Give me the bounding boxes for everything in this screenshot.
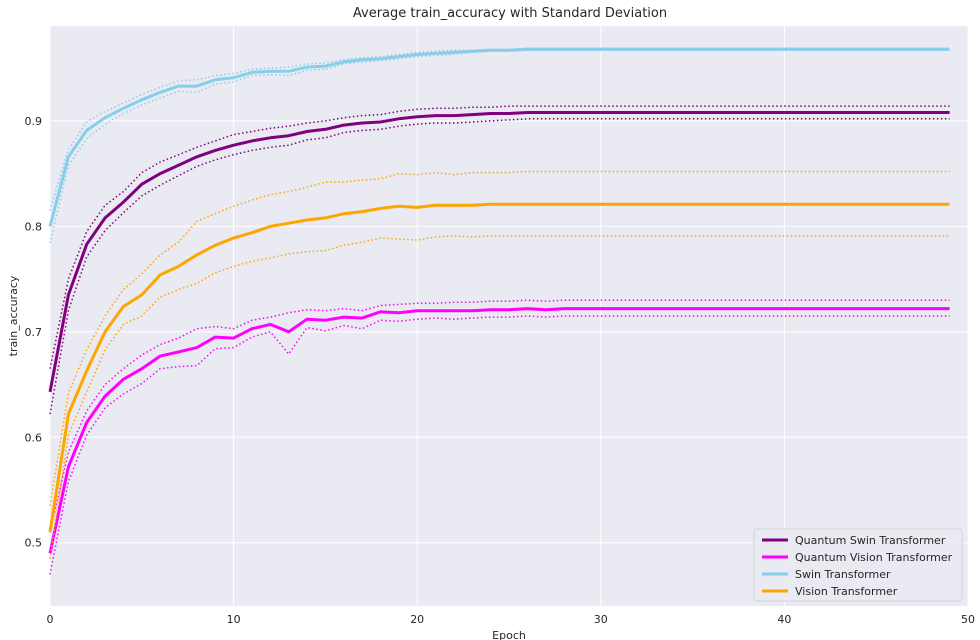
x-axis-label: Epoch xyxy=(492,629,526,640)
y-axis-label: train_accuracy xyxy=(7,275,20,356)
chart-title: Average train_accuracy with Standard Dev… xyxy=(353,6,667,21)
legend-entry-label: Quantum Swin Transformer xyxy=(795,534,946,547)
series-upper-std-line xyxy=(49,170,950,506)
ticks: 0 10 20 30 40 50 0.5 0.6 0.7 0.8 0.9 xyxy=(25,115,976,626)
y-tick-label: 0.5 xyxy=(25,537,43,550)
x-tick-label: 30 xyxy=(594,613,608,626)
x-tick-label: 10 xyxy=(227,613,241,626)
legend-entry-label: Swin Transformer xyxy=(795,568,891,581)
series-quantum-swin-transformer xyxy=(48,105,950,415)
x-tick-label: 50 xyxy=(961,613,975,626)
x-tick-label: 40 xyxy=(777,613,791,626)
grid xyxy=(49,26,969,606)
series-layer xyxy=(48,47,950,575)
series-lower-std-line xyxy=(49,235,950,559)
series-vision-transformer xyxy=(48,170,950,559)
x-tick-label: 0 xyxy=(47,613,54,626)
y-tick-label: 0.8 xyxy=(25,220,43,233)
legend: Quantum Swin Transformer Quantum Vision T… xyxy=(753,528,963,602)
y-tick-label: 0.9 xyxy=(25,115,43,128)
legend-entry-label: Vision Transformer xyxy=(795,585,898,598)
legend-entry-label: Quantum Vision Transformer xyxy=(795,551,953,564)
legend-box xyxy=(753,528,963,602)
series-mean-line xyxy=(48,307,950,554)
x-tick-label: 20 xyxy=(410,613,424,626)
y-tick-label: 0.7 xyxy=(25,326,43,339)
series-mean-line xyxy=(48,47,950,227)
series-mean-line xyxy=(48,202,950,533)
series-quantum-vision-transformer xyxy=(48,299,950,575)
series-swin-transformer xyxy=(48,47,950,244)
plot-area xyxy=(50,26,968,606)
y-tick-label: 0.6 xyxy=(25,431,43,444)
series-mean-line xyxy=(48,111,950,393)
